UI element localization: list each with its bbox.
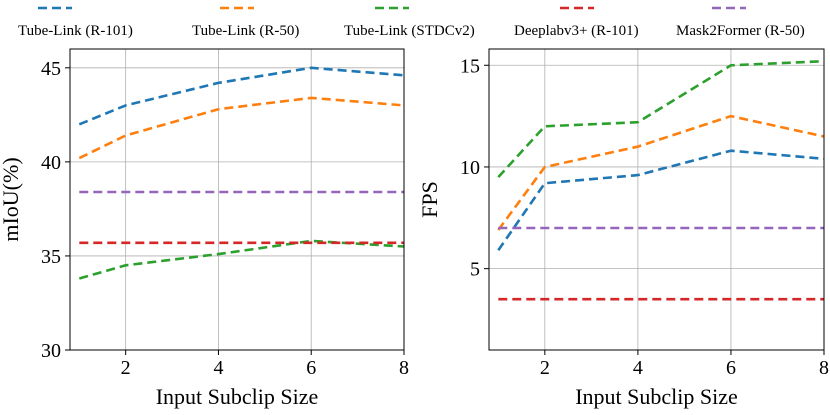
fps-chart-panel: 2 4 6 8 5 10 15 Input Subclip Size FPS	[417, 48, 829, 409]
miou-y-tick-label-45: 45	[41, 58, 61, 80]
miou-x-tick-label-4: 4	[213, 357, 223, 379]
legend-label-tube-link-r-101: Tube-Link (R-101)	[18, 23, 133, 39]
miou-y-tick-label-40: 40	[41, 152, 61, 174]
miou-series-tube-link-r-50	[78, 96, 405, 160]
fps-x-tick-label-4: 4	[633, 357, 643, 379]
miou-series-tube-link-r-101	[78, 66, 405, 126]
fps-x-tick-label-8: 8	[819, 357, 829, 379]
miou-y-axis-title: mIoU(%)	[0, 157, 23, 241]
fps-series-tube-link-r-50	[497, 114, 825, 231]
fps-series-tube-link-r-101	[497, 149, 825, 252]
fps-x-tick-label-2: 2	[540, 357, 550, 379]
miou-x-tick-label-8: 8	[399, 357, 409, 379]
miou-x-axis-title: Input Subclip Size	[156, 384, 319, 409]
miou-x-tick-label-2: 2	[121, 357, 131, 379]
fps-y-tick-label-5: 5	[470, 259, 480, 281]
fps-x-tick-label-6: 6	[726, 357, 736, 379]
fps-y-axis-title: FPS	[417, 181, 442, 218]
fps-y-tick-label-15: 15	[460, 55, 480, 77]
miou-x-tick-label-6: 6	[306, 357, 316, 379]
fps-plot-frame	[488, 48, 825, 351]
miou-y-tick-label-35: 35	[41, 246, 61, 268]
legend-label-tube-link-r-50: Tube-Link (R-50)	[192, 23, 299, 39]
legend-label-tube-link-stdcv2: Tube-Link (STDCv2)	[344, 23, 475, 39]
legend: Tube-Link (R-101) Tube-Link (R-50) Tube-Li…	[18, 6, 805, 39]
legend-label-mask2former-r-50: Mask2Former (R-50)	[676, 23, 805, 39]
miou-chart-panel: 2 4 6 8 30 35 40 45 Input Subclip Size mIoU(%)	[0, 48, 409, 409]
miou-series-tube-link-stdcv2	[78, 239, 405, 280]
fps-y-tick-label-10: 10	[460, 157, 480, 179]
fps-series-tube-link-stdcv2	[497, 59, 825, 178]
fps-x-axis-title: Input Subclip Size	[575, 384, 738, 409]
miou-y-tick-label-30: 30	[41, 340, 61, 362]
legend-label-deeplabv3-r-101: Deeplabv3+ (R-101)	[514, 23, 639, 39]
miou-plot-frame	[69, 48, 405, 351]
